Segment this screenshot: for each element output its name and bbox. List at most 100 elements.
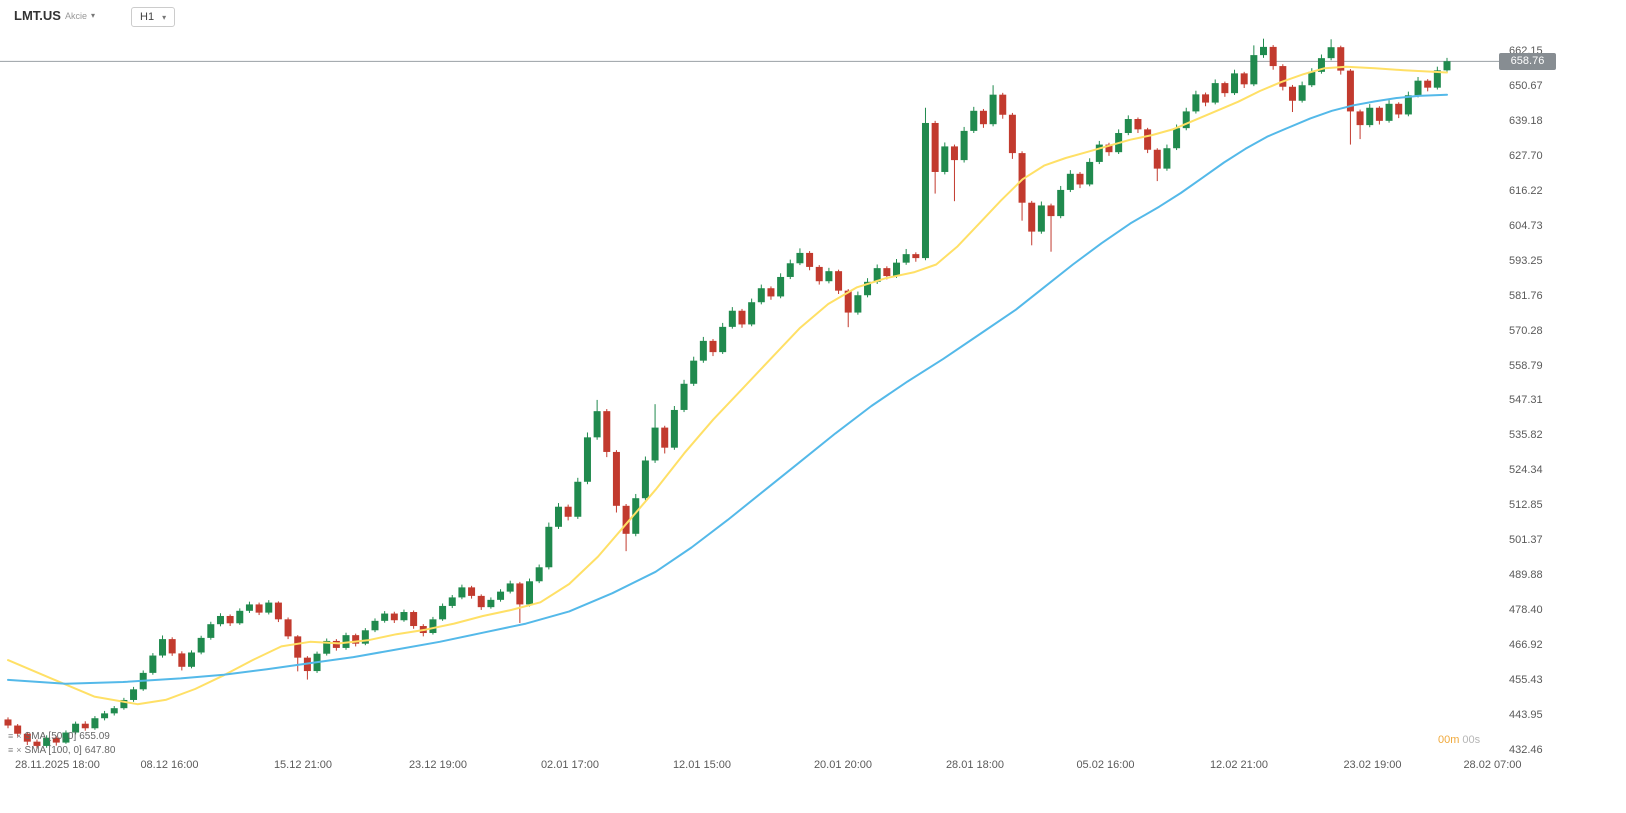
candle-body — [429, 619, 437, 634]
candle-body — [197, 637, 205, 653]
indicator-remove-icon[interactable]: × — [16, 745, 22, 755]
candle-body — [33, 741, 41, 746]
timeframe-selector[interactable]: H1 ▾ — [131, 7, 176, 27]
candle-body — [603, 411, 611, 452]
price-tick-label: 432.46 — [1509, 744, 1543, 756]
candlestick-chart[interactable] — [0, 0, 1505, 813]
candle-body — [43, 737, 51, 746]
candle-body — [883, 268, 891, 277]
candle-body — [1047, 205, 1055, 217]
candle-body — [1317, 58, 1325, 72]
candle-body — [1202, 94, 1210, 103]
candle-body — [844, 290, 852, 313]
indicator-value: 647.80 — [84, 744, 116, 756]
candle-body — [583, 437, 591, 482]
candle-body — [72, 723, 80, 733]
candle-body — [670, 409, 678, 448]
candle-body — [1414, 80, 1422, 96]
price-tick-label: 593.25 — [1509, 254, 1543, 267]
candle-body — [1279, 66, 1287, 87]
candle-body — [477, 595, 485, 608]
instrument-symbol: LMT.US — [14, 8, 61, 23]
candle-body — [352, 635, 360, 644]
candle-body — [14, 725, 22, 734]
candle-body — [101, 713, 109, 719]
candle-body — [912, 254, 920, 259]
candle-body — [81, 723, 89, 729]
candle-body — [1298, 85, 1306, 101]
instrument-selector[interactable]: LMT.US Akcie ▾ — [14, 8, 95, 23]
candle-body — [361, 630, 369, 644]
price-tick-label: 547.31 — [1509, 394, 1543, 407]
candle-body — [1424, 80, 1432, 88]
candle-body — [274, 602, 282, 620]
candle-body — [661, 427, 669, 448]
price-tick-label: 501.37 — [1509, 534, 1543, 547]
candle-body — [1221, 83, 1229, 94]
indicator-row-sma50: ≡ × SMA [50, 0] 655.09 — [8, 730, 115, 742]
candle-body — [130, 689, 138, 700]
candle-body — [690, 360, 698, 384]
price-tick-label: 535.82 — [1509, 429, 1543, 442]
price-tick-label: 581.76 — [1509, 289, 1543, 302]
candle-body — [294, 636, 302, 658]
indicator-label: SMA [50, 0] — [24, 730, 77, 742]
candle-body — [4, 719, 12, 726]
candle-body — [825, 271, 833, 282]
candle-body — [1163, 148, 1171, 169]
indicator-label: SMA [100, 0] — [24, 744, 82, 756]
candle-body — [777, 276, 785, 297]
candle-body — [535, 567, 543, 582]
candle-body — [806, 252, 814, 267]
candle-body — [265, 602, 273, 613]
candle-body — [893, 262, 901, 277]
price-tick-label: 466.92 — [1509, 639, 1543, 652]
candle-body — [728, 310, 736, 327]
price-tick-label: 604.73 — [1509, 219, 1543, 232]
candle-body — [748, 302, 756, 325]
candle-body — [554, 506, 562, 527]
candle-body — [1404, 95, 1412, 115]
candle-body — [448, 597, 456, 606]
indicator-remove-icon[interactable]: × — [16, 731, 22, 741]
candle-body — [62, 732, 70, 743]
candle-body — [545, 526, 553, 568]
candle-body — [796, 252, 804, 264]
sma-50-line — [7, 65, 1448, 706]
candle-body — [1144, 129, 1152, 150]
time-tick-label: 15.12 21:00 — [273, 759, 333, 771]
candle-body — [178, 653, 186, 667]
candle-body — [1250, 55, 1258, 85]
candle-body — [960, 130, 968, 161]
price-tick-label: 443.95 — [1509, 709, 1543, 722]
countdown-minutes: 00m — [1438, 734, 1460, 746]
candle-body — [1153, 149, 1161, 169]
candle-body — [1308, 71, 1316, 86]
indicator-legend: ≡ × SMA [50, 0] 655.09 ≡ × SMA [100, 0] … — [8, 730, 115, 758]
candle-body — [854, 295, 862, 313]
candle-body — [699, 340, 707, 361]
candle-body — [207, 624, 215, 638]
candle-body — [931, 122, 939, 172]
candle-body — [1385, 103, 1393, 121]
candle-body — [332, 640, 340, 648]
candle-body — [1105, 144, 1113, 153]
indicator-settings-icon[interactable]: ≡ — [8, 745, 14, 755]
price-tick-label: 478.40 — [1509, 604, 1543, 617]
chevron-down-icon: ▾ — [162, 12, 167, 22]
candle-body — [1346, 70, 1354, 112]
candle-body — [641, 460, 649, 499]
candle-body — [323, 640, 331, 654]
candle-body — [873, 268, 881, 282]
candle-body — [516, 583, 524, 605]
candle-body — [1395, 103, 1403, 115]
time-tick-label: 20.01 20:00 — [813, 759, 873, 771]
time-tick-label: 23.12 19:00 — [408, 759, 468, 771]
indicator-settings-icon[interactable]: ≡ — [8, 731, 14, 741]
candle-body — [1240, 73, 1248, 85]
price-tick-label: 524.34 — [1509, 464, 1543, 477]
candle-body — [1269, 46, 1277, 67]
candle-body — [23, 733, 31, 742]
candle-body — [439, 605, 447, 620]
